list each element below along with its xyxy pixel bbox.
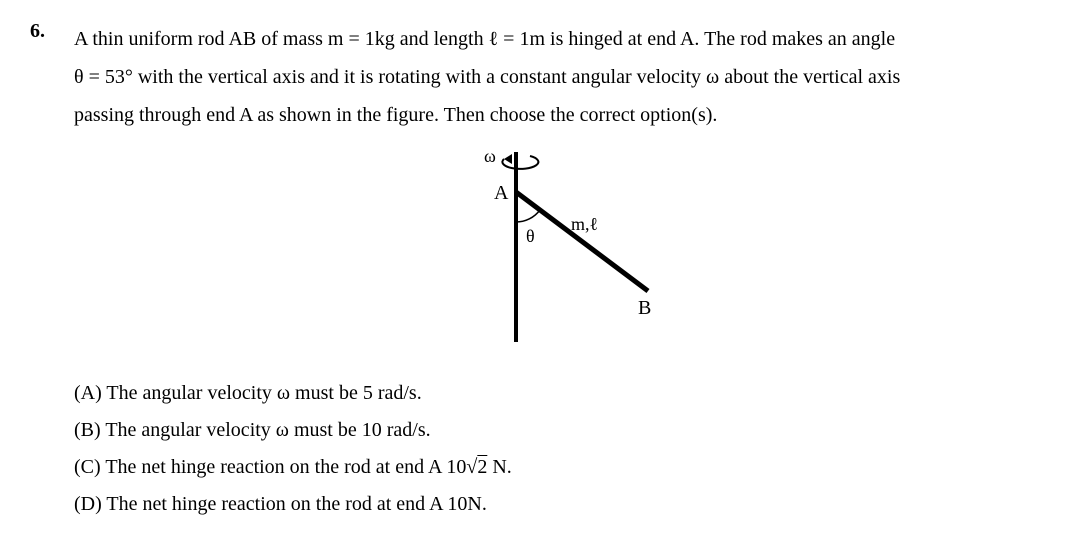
figure: ω A θ m,ℓ B [456, 142, 656, 362]
option-d-text: The net hinge reaction on the rod at end… [106, 493, 486, 515]
theta-arc [516, 210, 540, 222]
option-a: (A) The angular velocity ω must be 5 rad… [74, 382, 1037, 405]
rotation-arrowhead [504, 154, 512, 164]
a-label: A [494, 182, 509, 204]
option-c-text-post: N. [487, 456, 511, 478]
figure-container: ω A θ m,ℓ B [74, 142, 1037, 368]
b-label: B [638, 297, 651, 319]
options: (A) The angular velocity ω must be 5 rad… [74, 382, 1037, 516]
option-c-text-pre: The net hinge reaction on the rod at end… [105, 456, 466, 478]
question-line2: θ = 53° with the vertical axis and it is… [74, 66, 900, 88]
option-c-label: (C) [74, 456, 101, 478]
ml-label: m,ℓ [571, 214, 598, 234]
sqrt-symbol: √2 [466, 456, 487, 478]
question-line3: passing through end A as shown in the fi… [74, 104, 717, 126]
question-number: 6. [30, 20, 50, 43]
question-text: A thin uniform rod AB of mass m = 1kg an… [74, 20, 1037, 134]
rod [516, 192, 648, 291]
option-d: (D) The net hinge reaction on the rod at… [74, 493, 1037, 516]
theta-label: θ [526, 226, 535, 246]
option-d-label: (D) [74, 493, 102, 515]
option-b-label: (B) [74, 419, 101, 441]
figure-svg: ω A θ m,ℓ B [456, 142, 656, 362]
option-a-label: (A) [74, 382, 102, 404]
omega-label: ω [484, 146, 496, 166]
option-a-text: The angular velocity ω must be 5 rad/s. [106, 382, 421, 404]
question-line1: A thin uniform rod AB of mass m = 1kg an… [74, 28, 895, 50]
question-body: A thin uniform rod AB of mass m = 1kg an… [74, 20, 1037, 530]
option-b: (B) The angular velocity ω must be 10 ra… [74, 419, 1037, 442]
sqrt-arg: 2 [477, 456, 487, 478]
question-row: 6. A thin uniform rod AB of mass m = 1kg… [30, 20, 1037, 530]
option-c: (C) The net hinge reaction on the rod at… [74, 456, 1037, 479]
option-b-text: The angular velocity ω must be 10 rad/s. [105, 419, 430, 441]
